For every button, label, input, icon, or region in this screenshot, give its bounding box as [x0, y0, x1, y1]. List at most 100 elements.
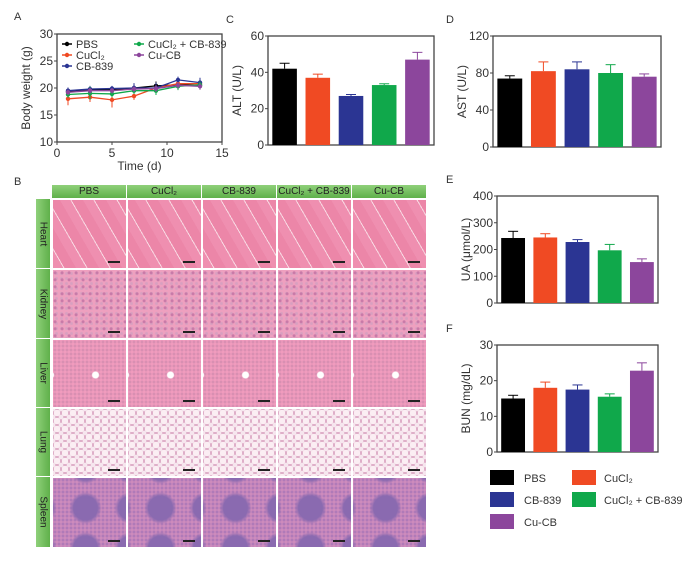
bar-e — [501, 237, 526, 303]
data-point — [109, 97, 115, 103]
scale-bar — [183, 400, 195, 402]
bar-c — [272, 68, 297, 145]
y-tick-label-f: 10 — [480, 409, 494, 423]
data-point — [87, 88, 93, 93]
y-tick-label-d: 120 — [469, 29, 489, 43]
scale-bar — [108, 540, 120, 542]
scale-bar — [183, 331, 195, 333]
histology-row-header: Kidney — [36, 269, 50, 339]
bar-f — [597, 396, 622, 452]
scale-bar — [108, 261, 120, 263]
histology-image-spleen — [127, 477, 202, 548]
y-tick-label-a: 25 — [40, 54, 54, 68]
scale-bar — [258, 261, 270, 263]
bar-e — [565, 242, 590, 303]
row-label: Liver — [37, 362, 49, 384]
histology-image-heart — [202, 199, 277, 269]
histology-column-header: PBS — [52, 185, 127, 198]
legend-label: CuCl₂ — [76, 50, 105, 62]
histology-column-header: CuCl₂ + CB-839 — [277, 185, 352, 198]
scale-bar — [333, 540, 345, 542]
row-label: Heart — [37, 221, 49, 246]
legend-marker — [64, 41, 70, 47]
legend-swatch — [572, 470, 596, 485]
bar-c — [305, 77, 331, 145]
bar-f — [501, 398, 526, 452]
x-axis-label-a: Time (d) — [117, 159, 161, 173]
scale-bar — [333, 261, 345, 263]
x-tick-label-a: 15 — [215, 146, 229, 160]
panel-label-b: B — [14, 176, 22, 188]
histology-row-header: Lung — [36, 408, 50, 477]
scale-bar — [258, 469, 270, 471]
legend-marker — [64, 63, 70, 69]
scale-bar — [408, 469, 420, 471]
bar-e — [629, 262, 654, 303]
y-axis-label-c: ALT (U/L) — [230, 65, 244, 116]
histology-column-header: Cu-CB — [352, 185, 427, 198]
scale-bar — [108, 400, 120, 402]
histology-image-heart — [352, 199, 427, 269]
legend-label: CuCl₂ + CB-839 — [604, 495, 683, 507]
data-point — [175, 83, 181, 88]
data-point — [131, 93, 137, 99]
y-tick-label-f: 0 — [486, 445, 493, 459]
y-tick-label-c: 60 — [251, 29, 265, 43]
bar-f — [533, 387, 558, 452]
histology-image-spleen — [352, 477, 427, 548]
histology-image-spleen — [202, 477, 277, 548]
data-point — [109, 91, 115, 97]
x-tick-label-a: 0 — [54, 146, 61, 160]
histology-image-spleen — [277, 477, 352, 548]
histology-image-lung — [202, 408, 277, 477]
y-tick-label-e: 100 — [473, 269, 493, 283]
scale-bar — [408, 331, 420, 333]
y-tick-label-a: 15 — [40, 108, 54, 122]
y-tick-label-c: 0 — [257, 138, 264, 152]
legend-label: PBS — [76, 39, 98, 51]
scale-bar — [258, 540, 270, 542]
scale-bar — [408, 400, 420, 402]
y-tick-label-d: 40 — [476, 103, 490, 117]
y-axis-label-e: UA (μmol/L) — [459, 218, 473, 282]
scale-bar — [258, 400, 270, 402]
legend-label: CuCl₂ + CB-839 — [148, 39, 227, 51]
histology-image-lung — [352, 408, 427, 477]
y-tick-label-e: 200 — [473, 243, 493, 257]
histology-image-lung — [277, 408, 352, 477]
legend-label: CB-839 — [524, 495, 561, 507]
histology-column-header: CB-839 — [202, 185, 277, 198]
bar-f — [565, 389, 590, 452]
scale-bar — [333, 400, 345, 402]
x-tick-label-a: 5 — [109, 146, 116, 160]
histology-image-spleen — [52, 477, 127, 548]
histology-image-liver — [202, 339, 277, 408]
legend-label: Cu-CB — [524, 517, 557, 529]
y-tick-label-f: 20 — [480, 374, 494, 388]
histology-image-kidney — [52, 269, 127, 339]
y-tick-label-c: 40 — [251, 65, 265, 79]
y-tick-label-e: 400 — [473, 189, 493, 203]
data-point — [175, 77, 181, 83]
panel-label-e: E — [446, 174, 454, 186]
histology-image-kidney — [127, 269, 202, 339]
bar-e — [597, 250, 622, 303]
y-tick-label-e: 0 — [486, 296, 493, 310]
histology-image-lung — [127, 408, 202, 477]
legend-label: Cu-CB — [148, 50, 181, 62]
bar-f — [629, 370, 654, 452]
scale-bar — [408, 540, 420, 542]
bar-c — [371, 85, 397, 145]
histology-image-kidney — [277, 269, 352, 339]
y-tick-label-d: 80 — [476, 66, 490, 80]
scale-bar — [333, 331, 345, 333]
row-label: Kidney — [37, 288, 49, 319]
histology-image-heart — [127, 199, 202, 269]
bar-d — [497, 78, 523, 147]
histology-image-liver — [52, 339, 127, 408]
scale-bar — [108, 469, 120, 471]
data-point — [65, 90, 71, 95]
histology-row-header: Spleen — [36, 477, 50, 548]
